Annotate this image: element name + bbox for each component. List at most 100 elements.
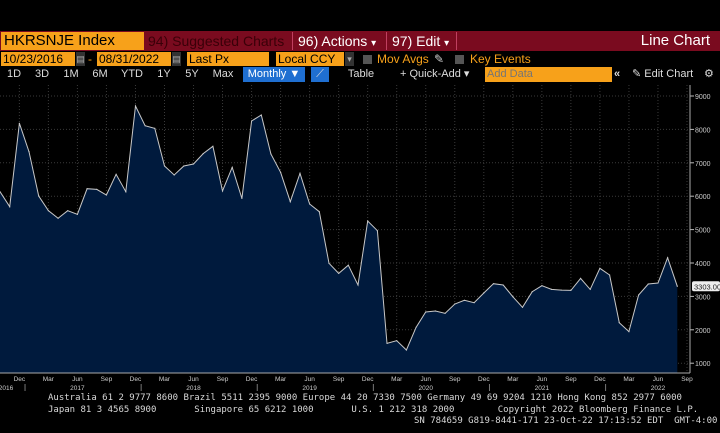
y-tick-label: 7000 bbox=[695, 161, 711, 168]
year-label: 2018 bbox=[186, 385, 201, 392]
data-point bbox=[18, 122, 20, 124]
period-1d[interactable]: 1D bbox=[6, 68, 22, 80]
year-label: 2021 bbox=[535, 385, 550, 392]
currency-select[interactable]: Local CCY bbox=[276, 52, 344, 66]
y-tick-label: 2000 bbox=[695, 328, 711, 335]
quick-add-button[interactable]: + Quick-Add ▾ bbox=[400, 67, 469, 82]
line-chart-icon[interactable]: ⟋ bbox=[311, 67, 329, 82]
suggested-charts-button[interactable]: 94) Suggested Charts bbox=[148, 33, 285, 49]
data-point bbox=[289, 201, 291, 203]
data-point bbox=[473, 302, 475, 304]
chevron-down-icon: ▾ bbox=[444, 38, 450, 49]
chevron-down-icon[interactable]: ▾ bbox=[345, 52, 354, 66]
divider bbox=[386, 32, 387, 50]
x-tick-label: Dec bbox=[246, 376, 258, 383]
data-point bbox=[183, 165, 185, 167]
gear-icon[interactable]: ⚙ bbox=[704, 68, 714, 80]
y-tick-label: 9000 bbox=[695, 94, 711, 101]
footer-session-info: SN 784659 G819-8441-171 23-Oct-22 17:13:… bbox=[414, 416, 718, 426]
x-tick-label: Sep bbox=[217, 376, 229, 383]
data-point bbox=[86, 188, 88, 190]
data-point bbox=[67, 210, 69, 212]
data-point bbox=[338, 272, 340, 274]
start-date-input[interactable]: 10/23/2016 bbox=[1, 52, 75, 66]
calendar-icon[interactable]: ▤ bbox=[76, 52, 85, 66]
actions-menu[interactable]: 96) Actions ▾ bbox=[298, 32, 376, 53]
table-button[interactable]: Table bbox=[347, 68, 375, 80]
frequency-select[interactable]: Monthly ▼ bbox=[243, 67, 305, 82]
mov-avgs-checkbox[interactable] bbox=[363, 55, 372, 64]
chevron-down-icon: ▾ bbox=[463, 68, 470, 80]
period-max[interactable]: Max bbox=[212, 68, 234, 80]
field-select[interactable]: Last Px bbox=[187, 52, 269, 66]
data-point bbox=[105, 194, 108, 196]
x-tick-label: Mar bbox=[623, 376, 635, 383]
x-tick-label: Mar bbox=[507, 376, 519, 383]
year-label: 2017 bbox=[70, 385, 85, 392]
chevron-down-icon: ▾ bbox=[371, 38, 377, 49]
data-point bbox=[38, 195, 40, 197]
data-point bbox=[454, 303, 456, 305]
year-label: 2020 bbox=[419, 385, 434, 392]
data-point bbox=[125, 191, 127, 193]
x-tick-label: Dec bbox=[594, 376, 606, 383]
edit-chart-label: Edit Chart bbox=[644, 68, 694, 80]
period-6m[interactable]: 6M bbox=[92, 68, 108, 80]
add-data-input[interactable] bbox=[485, 67, 612, 82]
period-3d[interactable]: 3D bbox=[34, 68, 50, 80]
period-ytd[interactable]: YTD bbox=[121, 68, 143, 80]
data-point bbox=[47, 210, 49, 212]
y-tick-label: 3000 bbox=[695, 294, 711, 301]
last-value-badge bbox=[692, 281, 720, 292]
data-point bbox=[521, 306, 524, 308]
y-tick-label: 4000 bbox=[695, 261, 711, 268]
footer-contacts-line2: Japan 81 3 4565 8900 Singapore 65 6212 1… bbox=[48, 405, 699, 415]
data-point bbox=[657, 282, 659, 284]
data-point bbox=[134, 105, 137, 107]
quick-add-label: + Quick-Add bbox=[400, 68, 461, 80]
ticker-field[interactable]: HKRSNJE Index bbox=[1, 32, 144, 50]
x-tick-label: Mar bbox=[159, 376, 171, 383]
mov-avgs-label: Mov Avgs bbox=[377, 52, 429, 66]
data-point bbox=[502, 284, 504, 286]
period-5y[interactable]: 5Y bbox=[185, 68, 199, 80]
data-point bbox=[212, 145, 214, 147]
y-tick-label: 8000 bbox=[695, 127, 711, 134]
collapse-icon[interactable]: « bbox=[614, 68, 621, 80]
key-events-checkbox[interactable] bbox=[455, 55, 464, 64]
data-point bbox=[570, 289, 572, 291]
data-point bbox=[57, 217, 59, 219]
data-point bbox=[231, 166, 233, 168]
end-date-input[interactable]: 08/31/2022 bbox=[97, 52, 171, 66]
data-point bbox=[96, 188, 98, 190]
edit-chart-button[interactable]: ✎ Edit Chart bbox=[632, 67, 693, 82]
x-tick-label: Jun bbox=[188, 376, 199, 383]
actions-label: 96) Actions bbox=[298, 33, 368, 49]
data-point bbox=[667, 257, 669, 259]
footer-contacts-line1: Australia 61 2 9777 8600 Brazil 5511 239… bbox=[48, 393, 682, 403]
period-1y[interactable]: 1Y bbox=[157, 68, 171, 80]
data-point bbox=[579, 277, 582, 279]
x-tick-label: Sep bbox=[565, 376, 577, 383]
year-label: 2019 bbox=[302, 385, 317, 392]
calendar-icon[interactable]: ▤ bbox=[172, 52, 181, 66]
data-point bbox=[599, 267, 601, 269]
data-point bbox=[560, 289, 562, 291]
edit-menu[interactable]: 97) Edit ▾ bbox=[392, 32, 449, 53]
x-tick-label: Mar bbox=[275, 376, 287, 383]
data-point bbox=[638, 294, 640, 296]
data-point bbox=[163, 165, 166, 167]
pencil-icon[interactable]: ✎ bbox=[434, 52, 445, 66]
key-events-label: Key Events bbox=[470, 52, 531, 66]
x-tick-label: Dec bbox=[478, 376, 490, 383]
data-point bbox=[115, 173, 117, 175]
data-point bbox=[76, 213, 79, 215]
divider bbox=[456, 32, 457, 50]
period-1m[interactable]: 1M bbox=[63, 68, 79, 80]
y-tick-label: 6000 bbox=[695, 194, 711, 201]
edit-label: 97) Edit bbox=[392, 33, 441, 49]
data-point bbox=[367, 220, 369, 222]
data-point bbox=[202, 153, 204, 155]
data-point bbox=[415, 326, 417, 328]
